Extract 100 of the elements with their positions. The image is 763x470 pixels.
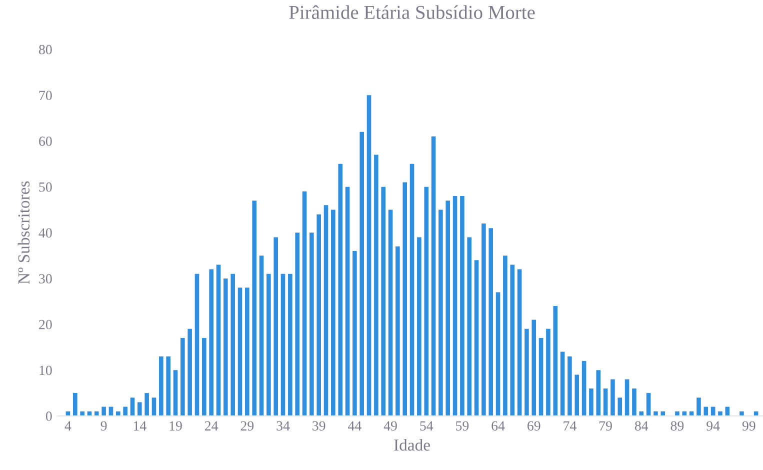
y-tick-label: 10 — [40, 366, 52, 376]
bar — [324, 205, 328, 416]
bar — [396, 246, 400, 416]
x-tick-label: 59 — [456, 421, 469, 431]
x-tick-label: 44 — [348, 421, 362, 430]
bar — [266, 274, 271, 416]
bar — [639, 411, 644, 416]
bar — [596, 370, 601, 416]
bar — [194, 274, 200, 416]
x-tick-label: 34 — [276, 421, 290, 431]
bar — [173, 370, 178, 416]
bar — [532, 320, 536, 416]
bar — [310, 232, 314, 416]
bar — [366, 95, 372, 416]
y-tick-label: 80 — [39, 44, 52, 54]
bar — [524, 328, 529, 416]
bar — [138, 402, 142, 416]
bar — [725, 406, 730, 416]
bar — [259, 256, 264, 416]
bar — [123, 406, 128, 416]
bar — [352, 250, 357, 416]
bar — [718, 411, 722, 416]
bar — [302, 191, 307, 416]
x-tick-label: 4 — [64, 421, 72, 430]
y-axis-title: Nº Subscritores — [18, 181, 30, 284]
bar — [102, 406, 106, 416]
bar — [624, 379, 630, 416]
bar — [410, 164, 414, 416]
bar — [503, 256, 508, 416]
bar — [402, 182, 408, 416]
y-tick-label: 0 — [46, 412, 52, 421]
bar — [660, 411, 666, 416]
bar — [280, 274, 286, 416]
bar — [618, 398, 622, 416]
bar — [94, 411, 99, 416]
x-tick-label: 39 — [312, 421, 326, 431]
bar — [374, 154, 378, 416]
bar — [460, 196, 464, 416]
bar — [675, 411, 680, 416]
bar — [740, 411, 744, 416]
bar — [467, 237, 472, 416]
x-tick-label: 74 — [564, 421, 576, 430]
x-tick-label: 64 — [492, 421, 505, 431]
bar — [338, 164, 342, 416]
bar — [574, 374, 580, 416]
bar — [431, 136, 436, 416]
y-tick-label: 70 — [39, 90, 52, 100]
bar — [496, 292, 500, 416]
x-tick-label: 9 — [100, 421, 107, 431]
bar — [288, 274, 292, 416]
x-axis-title: Idade — [394, 438, 430, 451]
x-tick-label: 19 — [170, 421, 182, 431]
bar — [152, 398, 156, 416]
bar — [238, 288, 242, 416]
bar — [610, 379, 615, 416]
bar — [209, 269, 214, 416]
x-tick-label: 84 — [634, 421, 648, 431]
bar — [589, 388, 594, 416]
bar — [224, 278, 228, 416]
y-tick-label: 20 — [39, 320, 52, 330]
x-tick-label: 24 — [204, 421, 218, 430]
x-tick-label: 69 — [528, 421, 540, 431]
bar — [474, 260, 479, 416]
bar — [245, 288, 250, 416]
bar — [538, 338, 544, 416]
y-tick-label: 60 — [39, 136, 52, 146]
bar — [696, 398, 701, 416]
x-tick-label: 29 — [240, 421, 254, 431]
bar — [704, 406, 708, 416]
x-tick-label: 89 — [670, 421, 684, 431]
bar — [582, 360, 586, 416]
bar — [180, 338, 185, 416]
bar — [560, 352, 565, 416]
y-tick-label: 40 — [38, 228, 52, 238]
y-tick-label: 50 — [39, 182, 52, 192]
bar — [166, 356, 170, 416]
bar — [130, 398, 135, 416]
bar — [510, 264, 515, 416]
bar — [646, 393, 651, 416]
bar — [682, 411, 687, 416]
y-tick-label: 30 — [39, 274, 52, 284]
bar — [188, 328, 192, 416]
bar — [230, 274, 235, 416]
bar — [331, 210, 336, 416]
bar — [424, 186, 429, 416]
bar — [345, 186, 350, 416]
bar — [80, 411, 84, 416]
x-tick-label: 99 — [742, 421, 756, 431]
bar — [381, 186, 386, 416]
bar — [202, 338, 206, 416]
bar — [72, 393, 78, 416]
bar — [360, 132, 364, 416]
bar — [316, 214, 321, 416]
x-tick-label: 14 — [134, 421, 146, 430]
bar — [159, 356, 164, 416]
bar — [446, 200, 450, 416]
bar — [553, 306, 558, 416]
bar — [654, 411, 658, 416]
bar — [482, 223, 486, 416]
bar — [632, 388, 636, 416]
